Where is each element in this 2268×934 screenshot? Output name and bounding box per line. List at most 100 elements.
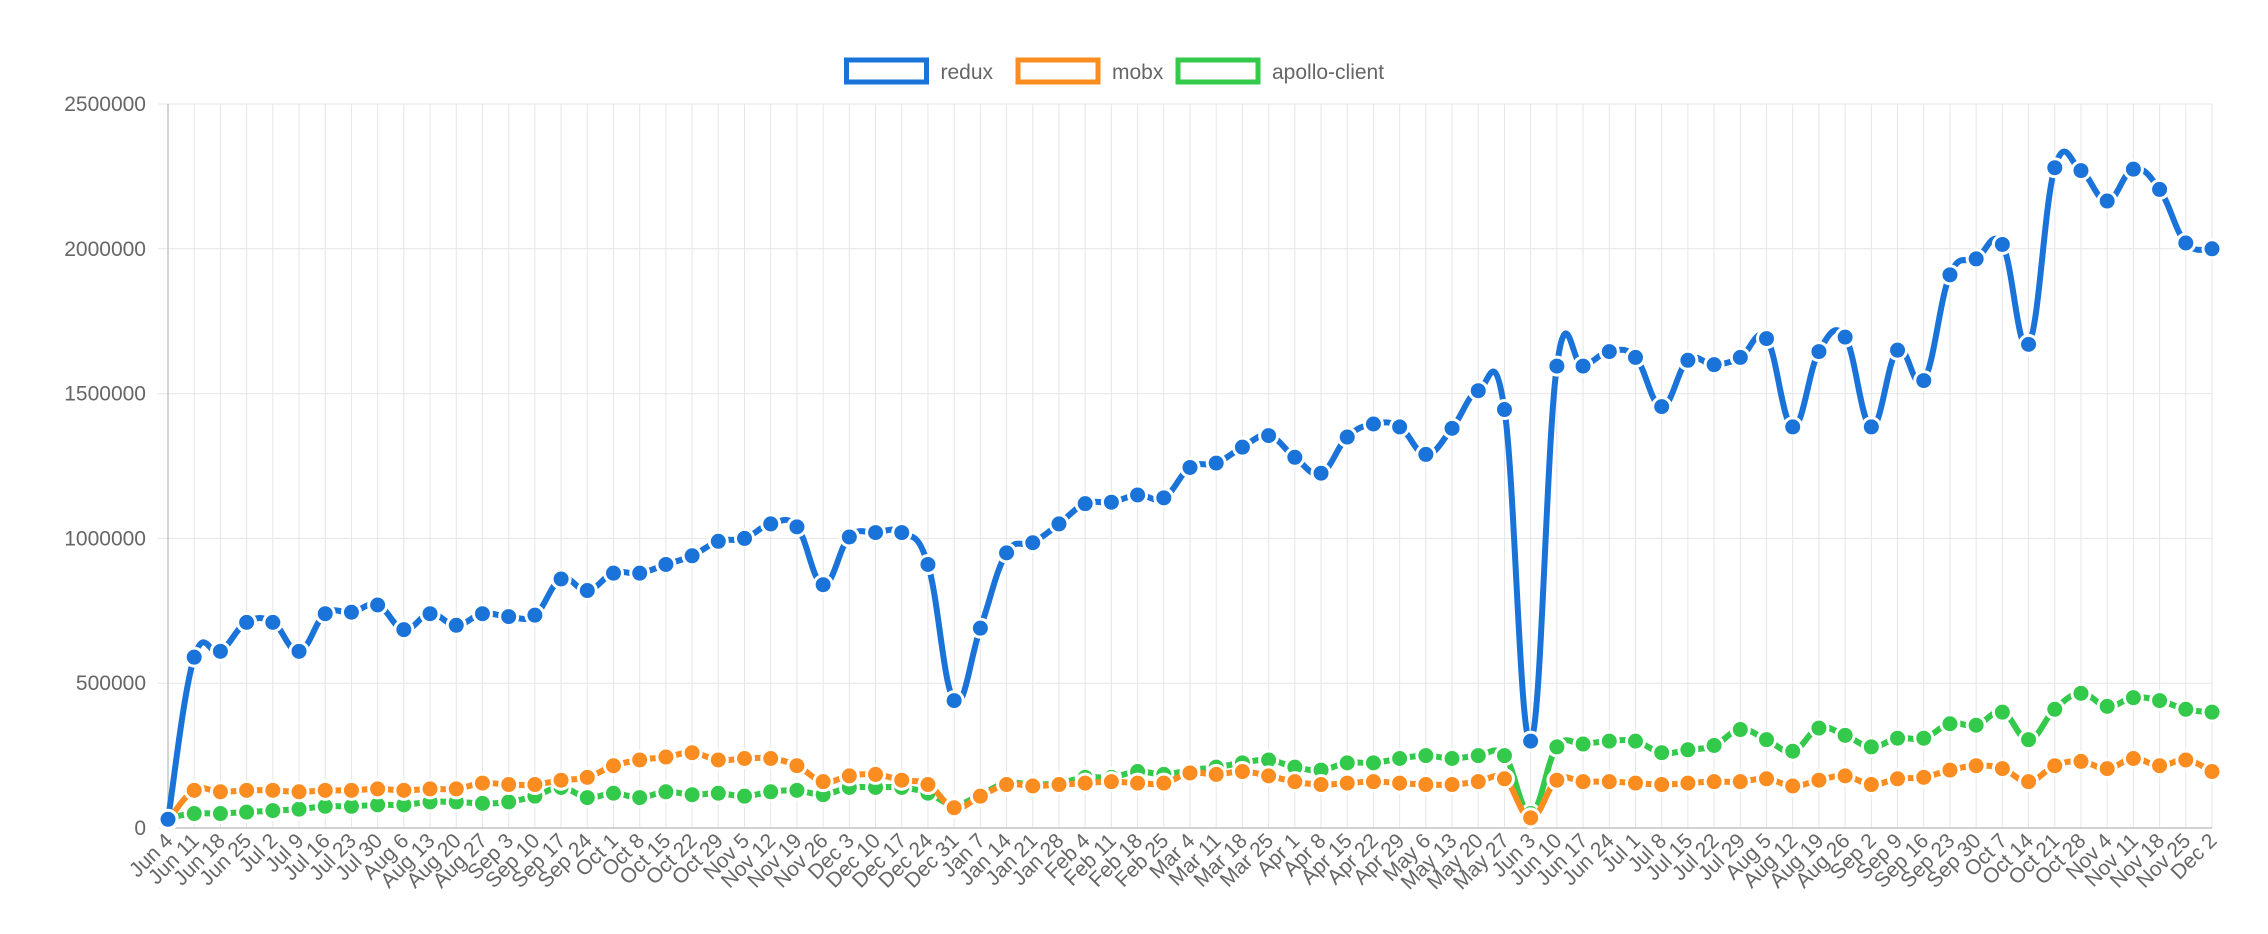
data-point-mobx[interactable] <box>1677 772 1699 794</box>
data-point-redux[interactable] <box>1965 248 1987 270</box>
data-point-mobx[interactable] <box>865 763 887 785</box>
data-point-apollo-client[interactable] <box>629 787 651 809</box>
data-point-mobx[interactable] <box>891 769 913 791</box>
data-point-redux[interactable] <box>1651 396 1673 418</box>
data-point-redux[interactable] <box>1703 354 1725 376</box>
data-point-apollo-client[interactable] <box>760 781 782 803</box>
data-point-mobx[interactable] <box>1362 771 1384 793</box>
data-point-mobx[interactable] <box>524 774 546 796</box>
data-point-redux[interactable] <box>1991 233 2013 255</box>
data-point-redux[interactable] <box>498 606 520 628</box>
data-point-redux[interactable] <box>838 526 860 548</box>
data-point-redux[interactable] <box>996 542 1018 564</box>
data-point-redux[interactable] <box>445 614 467 636</box>
data-point-mobx[interactable] <box>1310 774 1332 796</box>
data-point-apollo-client[interactable] <box>1729 719 1751 741</box>
data-point-mobx[interactable] <box>1598 771 1620 793</box>
data-point-redux[interactable] <box>576 580 598 602</box>
data-point-mobx[interactable] <box>655 746 677 768</box>
legend-item-apollo-client[interactable]: apollo-client <box>1175 57 1384 85</box>
data-point-redux[interactable] <box>471 603 493 625</box>
data-point-redux[interactable] <box>943 690 965 712</box>
data-point-redux[interactable] <box>891 522 913 544</box>
data-point-mobx[interactable] <box>681 742 703 764</box>
data-point-mobx[interactable] <box>996 774 1018 796</box>
data-point-apollo-client[interactable] <box>1389 747 1411 769</box>
data-point-apollo-client[interactable] <box>498 791 520 813</box>
data-point-mobx[interactable] <box>707 749 729 771</box>
data-point-redux[interactable] <box>707 530 729 552</box>
data-point-redux[interactable] <box>655 553 677 575</box>
legend-item-redux[interactable]: redux <box>844 57 994 85</box>
data-point-mobx[interactable] <box>1231 761 1253 783</box>
data-point-redux[interactable] <box>262 611 284 633</box>
data-point-redux[interactable] <box>1624 346 1646 368</box>
data-point-mobx[interactable] <box>760 747 782 769</box>
data-point-mobx[interactable] <box>943 797 965 819</box>
data-point-mobx[interactable] <box>209 781 231 803</box>
data-point-redux[interactable] <box>314 603 336 625</box>
data-point-mobx[interactable] <box>1127 772 1149 794</box>
data-point-redux[interactable] <box>524 604 546 626</box>
data-point-apollo-client[interactable] <box>1991 701 2013 723</box>
data-point-redux[interactable] <box>1048 513 1070 535</box>
data-point-mobx[interactable] <box>1074 772 1096 794</box>
data-point-mobx[interactable] <box>2070 750 2092 772</box>
data-point-redux[interactable] <box>1913 370 1935 392</box>
data-point-apollo-client[interactable] <box>236 801 258 823</box>
data-point-apollo-client[interactable] <box>209 803 231 825</box>
data-point-mobx[interactable] <box>1467 771 1489 793</box>
data-point-mobx[interactable] <box>1782 775 1804 797</box>
data-point-redux[interactable] <box>812 574 834 596</box>
data-point-redux[interactable] <box>1887 339 1909 361</box>
data-point-redux[interactable] <box>760 513 782 535</box>
data-point-redux[interactable] <box>786 516 808 538</box>
data-point-redux[interactable] <box>1284 446 1306 468</box>
data-point-apollo-client[interactable] <box>1415 745 1437 767</box>
data-point-apollo-client[interactable] <box>288 798 310 820</box>
data-point-redux[interactable] <box>209 640 231 662</box>
data-point-mobx[interactable] <box>917 774 939 796</box>
data-point-redux[interactable] <box>969 617 991 639</box>
data-point-redux[interactable] <box>393 619 415 641</box>
data-point-mobx[interactable] <box>2201 761 2223 783</box>
data-point-mobx[interactable] <box>576 766 598 788</box>
data-point-redux[interactable] <box>1022 532 1044 554</box>
data-point-redux[interactable] <box>1258 425 1280 447</box>
data-point-apollo-client[interactable] <box>1624 730 1646 752</box>
data-point-redux[interactable] <box>1598 341 1620 363</box>
data-point-mobx[interactable] <box>629 749 651 771</box>
data-point-redux[interactable] <box>1441 417 1463 439</box>
data-point-redux[interactable] <box>2070 160 2092 182</box>
data-point-mobx[interactable] <box>445 778 467 800</box>
data-point-apollo-client[interactable] <box>471 792 493 814</box>
data-point-apollo-client[interactable] <box>1651 742 1673 764</box>
data-point-redux[interactable] <box>1336 426 1358 448</box>
data-point-redux[interactable] <box>183 646 205 668</box>
data-point-mobx[interactable] <box>969 785 991 807</box>
data-point-redux[interactable] <box>1520 730 1542 752</box>
data-point-redux[interactable] <box>1310 462 1332 484</box>
data-point-apollo-client[interactable] <box>1546 736 1568 758</box>
data-point-apollo-client[interactable] <box>2122 687 2144 709</box>
data-point-mobx[interactable] <box>1834 765 1856 787</box>
data-point-redux[interactable] <box>865 522 887 544</box>
data-point-mobx[interactable] <box>471 772 493 794</box>
data-point-mobx[interactable] <box>2044 755 2066 777</box>
data-point-mobx[interactable] <box>2096 758 2118 780</box>
data-point-redux[interactable] <box>1782 416 1804 438</box>
data-point-redux[interactable] <box>1860 416 1882 438</box>
data-point-apollo-client[interactable] <box>1362 752 1384 774</box>
data-point-mobx[interactable] <box>419 778 441 800</box>
data-point-apollo-client[interactable] <box>183 803 205 825</box>
data-point-apollo-client[interactable] <box>576 787 598 809</box>
data-point-apollo-client[interactable] <box>1703 734 1725 756</box>
data-point-mobx[interactable] <box>1572 771 1594 793</box>
data-point-mobx[interactable] <box>393 779 415 801</box>
data-point-apollo-client[interactable] <box>1860 736 1882 758</box>
data-point-mobx[interactable] <box>1651 774 1673 796</box>
data-point-mobx[interactable] <box>1100 771 1122 793</box>
data-point-apollo-client[interactable] <box>2044 698 2066 720</box>
data-point-mobx[interactable] <box>2018 771 2040 793</box>
data-point-redux[interactable] <box>2122 158 2144 180</box>
